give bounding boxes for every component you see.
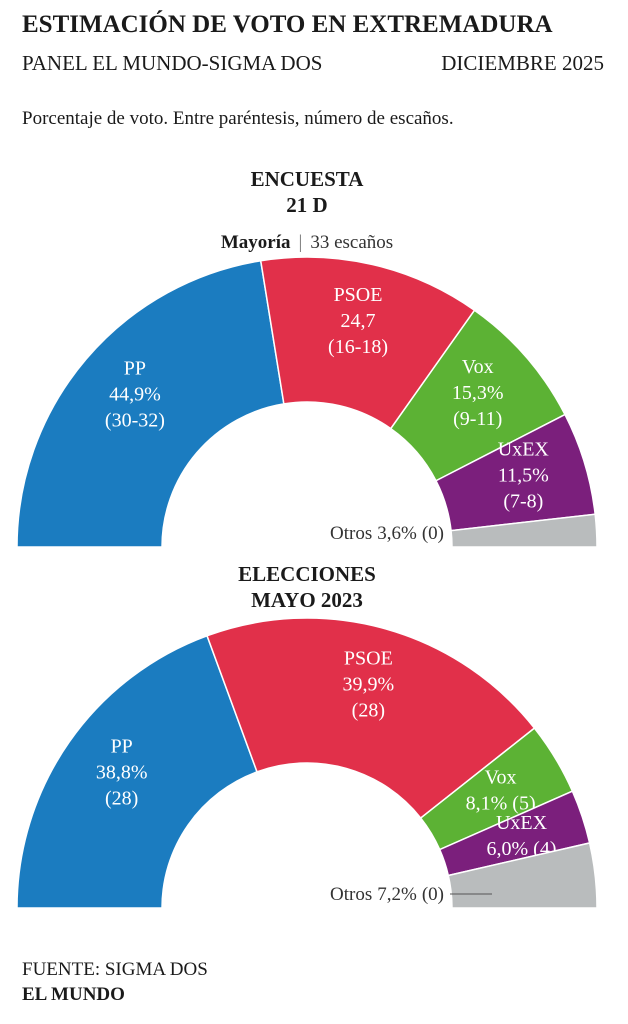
value-label: 15,3%	[452, 382, 504, 404]
title: ESTIMACIÓN DE VOTO EN EXTREMADURA	[22, 10, 553, 38]
brand: EL MUNDO	[22, 984, 125, 1005]
chart-title: ELECCIONES	[238, 562, 376, 586]
source: FUENTE: SIGMA DOS	[22, 959, 208, 980]
seats: (0)	[422, 884, 444, 905]
slice	[450, 513, 598, 548]
chart-title: ENCUESTA	[251, 167, 365, 191]
slice	[16, 259, 285, 548]
seats: (30-32)	[105, 409, 165, 431]
category: Otros	[330, 884, 372, 905]
majority-seats: 33 escaños	[310, 232, 393, 253]
category: UxEX	[498, 439, 550, 461]
category: Otros	[330, 523, 372, 544]
slice-label: Otros 3,6% (0)	[330, 523, 444, 544]
value-label: 38,8%	[96, 762, 148, 784]
chart-subtitle: MAYO 2023	[251, 588, 363, 612]
majority-label: Mayoría	[221, 232, 291, 253]
category: PP	[124, 357, 146, 379]
slice-label: 8,1% (5)	[466, 792, 536, 814]
value-label: 44,9%	[109, 383, 161, 405]
value-label: 24,7	[341, 310, 376, 332]
category: PP	[111, 736, 133, 758]
seats: (16-18)	[328, 336, 388, 358]
slice	[206, 617, 536, 820]
value-label: 6,0%	[486, 838, 528, 860]
value-label: 39,9%	[343, 673, 395, 695]
value-label: 8,1%	[466, 792, 508, 814]
value-label: 7,2%	[377, 884, 417, 905]
seats: (0)	[422, 523, 444, 544]
category: PSOE	[334, 284, 383, 306]
category: UxEX	[496, 812, 548, 834]
value-label: 11,5%	[498, 465, 549, 487]
chart-subtitle: 21 D	[286, 193, 327, 217]
note: Porcentaje de voto. Entre paréntesis, nú…	[22, 108, 454, 129]
category: Vox	[485, 766, 517, 788]
value-label: 3,6%	[377, 523, 417, 544]
slice-label: Otros 7,2% (0)	[330, 884, 444, 905]
category: Vox	[462, 356, 494, 378]
slice	[447, 842, 598, 909]
seats: (28)	[352, 699, 385, 721]
majority: Mayoría | 33 escaños	[221, 232, 393, 253]
category: PSOE	[344, 647, 393, 669]
seats: (9-11)	[453, 408, 502, 430]
subtitle: PANEL EL MUNDO-SIGMA DOS	[22, 51, 322, 75]
seats: (5)	[512, 792, 535, 814]
slice	[16, 634, 258, 909]
date: DICIEMBRE 2025	[441, 51, 604, 75]
seats: (28)	[105, 788, 138, 810]
majority-separator: |	[299, 232, 303, 253]
seats: (7-8)	[503, 491, 543, 513]
